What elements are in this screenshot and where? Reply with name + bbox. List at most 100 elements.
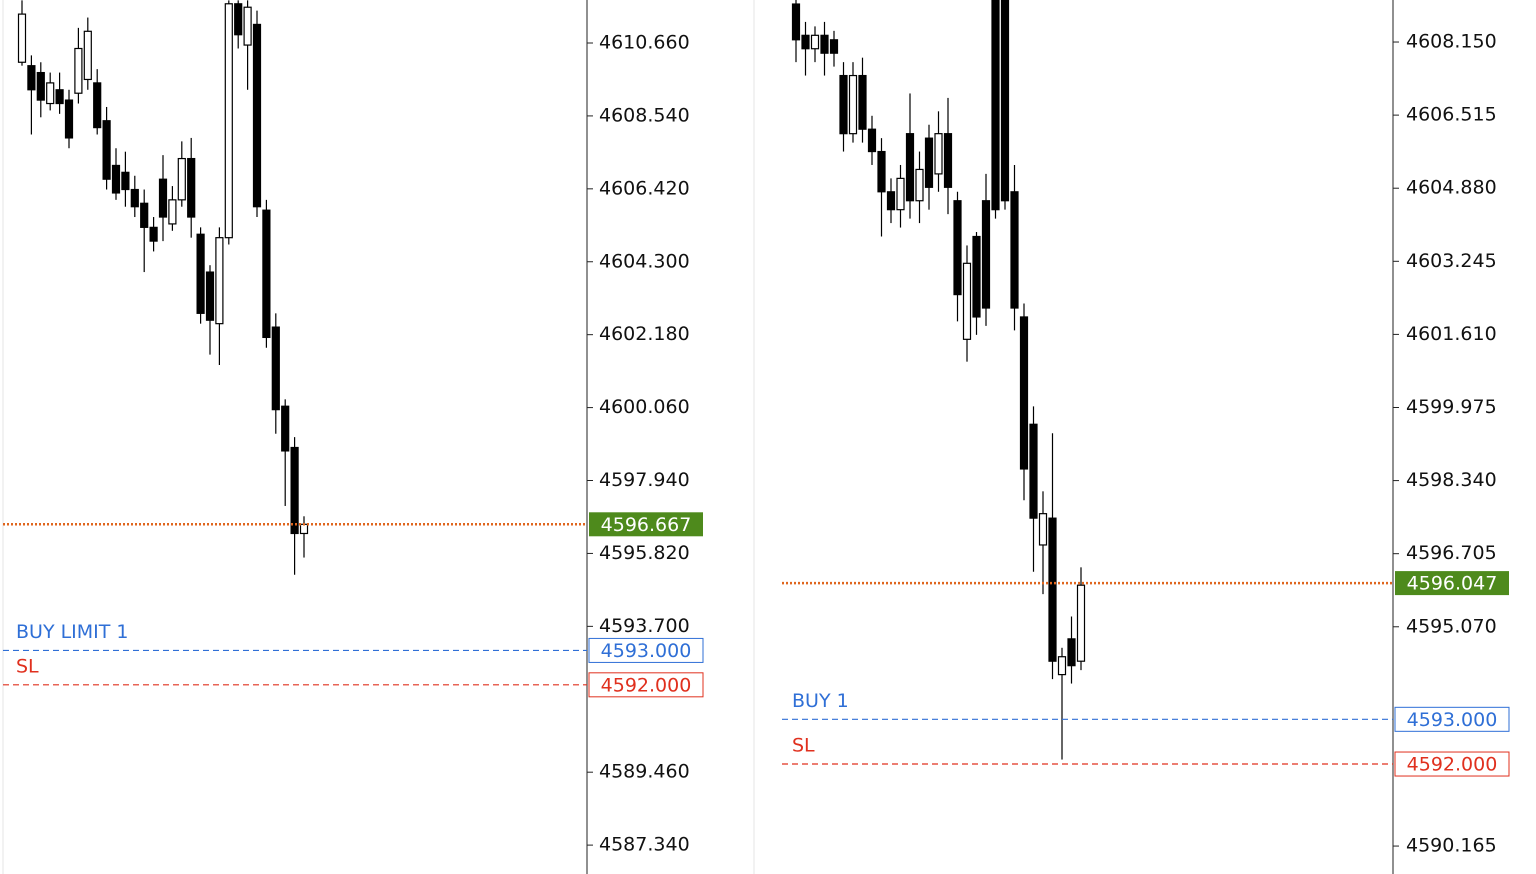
candle-body xyxy=(1048,517,1057,662)
candle-body xyxy=(867,128,877,153)
candle-body xyxy=(981,200,991,309)
candle-body xyxy=(886,191,896,211)
y-tick-label: 4599.975 xyxy=(1406,396,1497,418)
level-label: 4592.000 xyxy=(1407,754,1498,776)
y-tick-label: 4593.700 xyxy=(599,615,690,637)
candle-body xyxy=(801,34,810,50)
candle-body xyxy=(934,133,943,175)
y-tick-label: 4601.610 xyxy=(1406,323,1497,345)
y-tick-label: 4602.180 xyxy=(599,323,690,345)
level-name: SL xyxy=(16,655,39,677)
candle-body xyxy=(896,177,905,211)
candle-body xyxy=(149,226,158,242)
candle-body xyxy=(1019,316,1029,470)
y-tick-label: 4589.460 xyxy=(599,761,690,783)
y-tick-label: 4596.705 xyxy=(1406,542,1497,564)
candle-body xyxy=(168,199,177,225)
candle-body xyxy=(130,188,139,208)
candle-body xyxy=(243,6,252,46)
candle-body xyxy=(924,137,934,188)
y-tick-label: 4608.150 xyxy=(1406,31,1497,53)
level-badge xyxy=(1394,751,1510,777)
candle-body xyxy=(299,523,309,535)
candle-body xyxy=(905,133,915,202)
candle-body xyxy=(943,133,953,188)
candle-body xyxy=(55,89,64,105)
candle-body xyxy=(215,237,224,325)
candle-body xyxy=(1029,423,1038,519)
level-badge xyxy=(588,672,704,698)
y-tick-label: 4595.070 xyxy=(1406,615,1497,637)
candle-body xyxy=(36,71,45,101)
candle-body xyxy=(1076,584,1086,662)
candle-body xyxy=(290,446,299,535)
y-tick-label: 4598.340 xyxy=(1406,469,1497,491)
candle-body xyxy=(791,3,801,41)
y-tick-label: 4603.245 xyxy=(1406,250,1497,272)
candle-body xyxy=(252,23,262,208)
level-badge xyxy=(588,637,704,663)
y-tick-label: 4606.515 xyxy=(1406,104,1497,126)
candle-body xyxy=(196,233,205,314)
candle-body xyxy=(281,405,290,452)
candle-body xyxy=(27,65,36,91)
candle-body xyxy=(83,30,92,81)
candle-body xyxy=(848,74,858,135)
level-name: SL xyxy=(792,735,815,757)
y-tick-label: 4590.165 xyxy=(1406,835,1497,857)
candle-body xyxy=(158,178,168,218)
candle-body xyxy=(915,168,924,202)
y-tick-label: 4604.880 xyxy=(1406,177,1497,199)
level-label: 4593.000 xyxy=(1407,709,1498,731)
y-tick-label: 4606.420 xyxy=(599,177,690,199)
candle-body xyxy=(74,47,83,94)
y-tick-label: 4608.540 xyxy=(599,104,690,126)
candle-body xyxy=(271,326,280,411)
current-price-badge xyxy=(589,512,703,537)
candle-body xyxy=(224,3,233,239)
candle-body xyxy=(205,271,215,321)
y-tick-label: 4597.940 xyxy=(599,469,690,491)
candle-body xyxy=(839,74,848,135)
candle-body xyxy=(858,74,867,130)
level-badge xyxy=(1394,706,1510,732)
candle-body xyxy=(1000,0,1010,202)
current-price-label: 4596.667 xyxy=(601,514,692,536)
candle-body xyxy=(810,34,820,50)
candle-body xyxy=(953,200,962,296)
y-tick-label: 4610.660 xyxy=(599,31,690,53)
candle-body xyxy=(64,99,74,139)
candle-body xyxy=(187,157,196,218)
candle-body xyxy=(234,3,243,36)
candle-body xyxy=(1057,656,1067,676)
level-label: 4593.000 xyxy=(601,640,692,662)
candle-body xyxy=(262,209,271,339)
current-price-label: 4596.047 xyxy=(1407,573,1498,595)
candle-body xyxy=(962,262,972,340)
candle-body xyxy=(820,34,829,54)
y-tick-label: 4587.340 xyxy=(599,834,690,856)
level-name: BUY LIMIT 1 xyxy=(16,621,129,643)
current-price-badge xyxy=(1395,571,1509,596)
candle-body xyxy=(46,82,55,105)
candle-body xyxy=(1067,638,1076,667)
candle-body xyxy=(102,120,111,180)
level-label: 4592.000 xyxy=(601,674,692,696)
candle-body xyxy=(17,13,27,63)
candle-body xyxy=(111,164,121,194)
candle-body xyxy=(991,0,1000,211)
y-tick-label: 4604.300 xyxy=(599,250,690,272)
candle-body xyxy=(1010,191,1019,309)
y-tick-label: 4595.820 xyxy=(599,542,690,564)
candle-body xyxy=(177,157,186,201)
candle-body xyxy=(121,171,130,191)
y-tick-label: 4600.060 xyxy=(599,396,690,418)
level-name: BUY 1 xyxy=(792,690,849,712)
candle-body xyxy=(1038,513,1048,546)
candle-body xyxy=(829,39,839,54)
candle-body xyxy=(972,235,981,318)
candle-body xyxy=(93,82,102,129)
candle-body xyxy=(140,202,149,228)
